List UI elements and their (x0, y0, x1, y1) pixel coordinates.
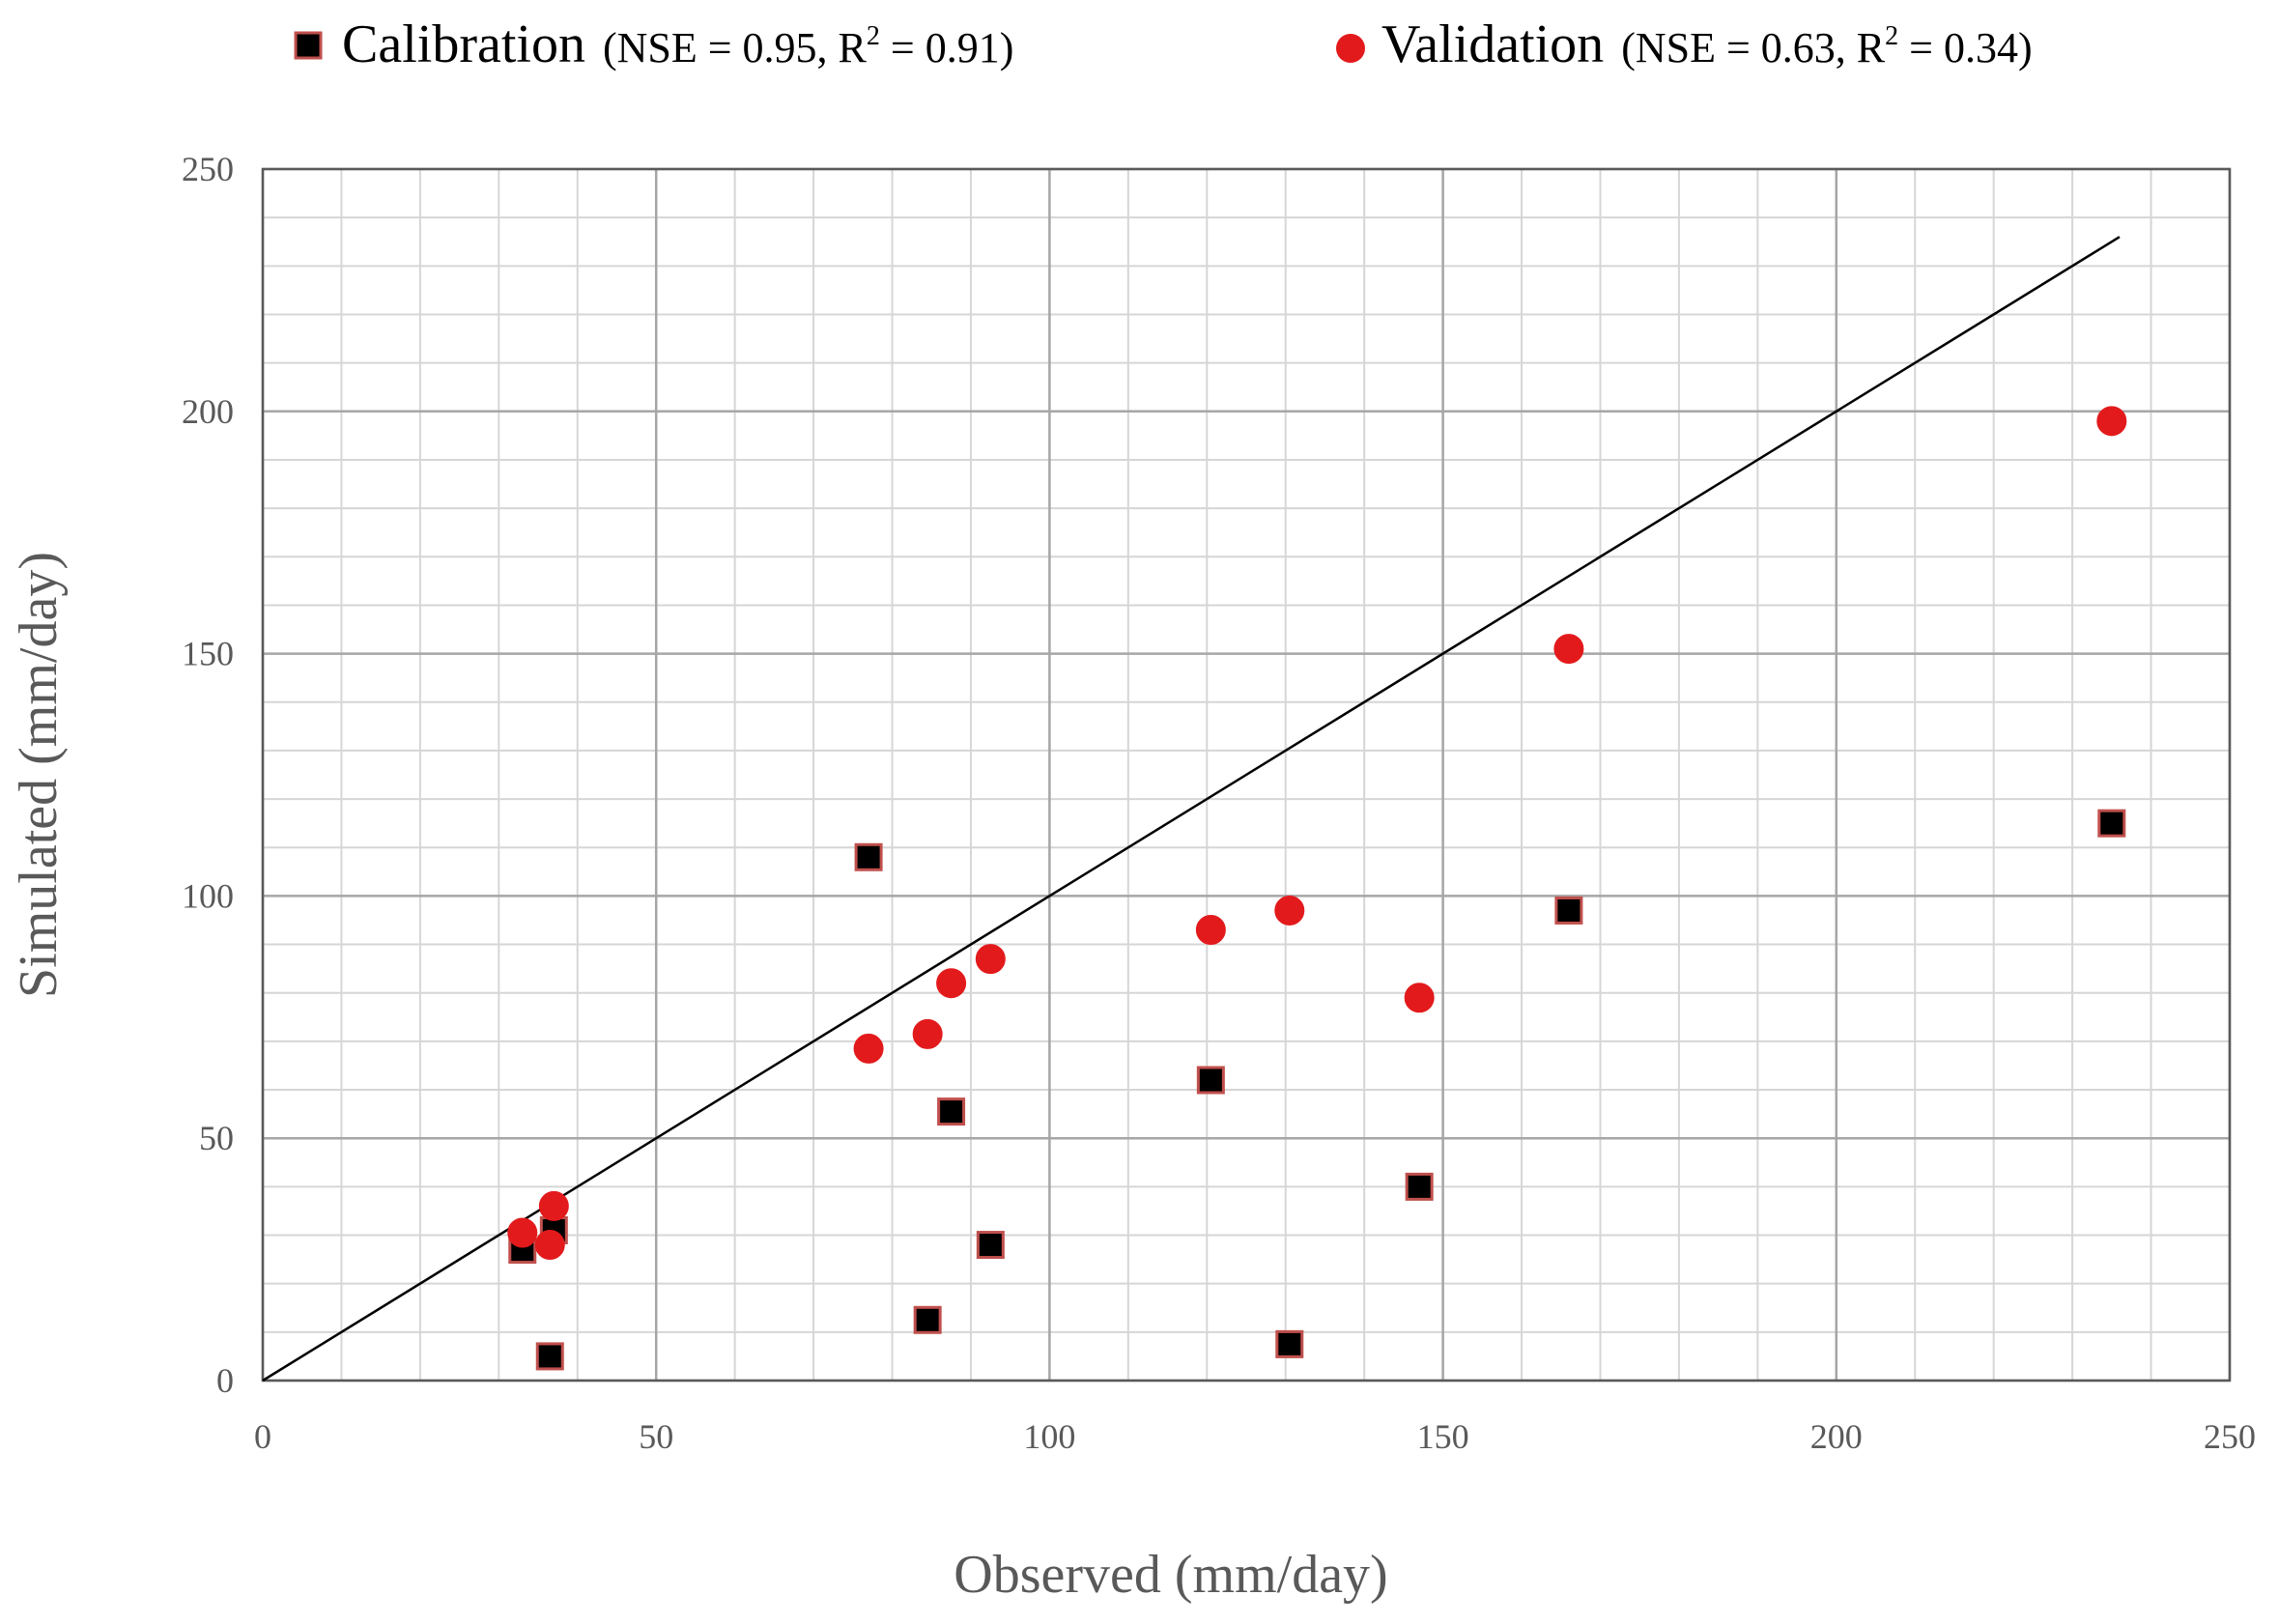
validation-legend-stats-suffix: = 0.34) (1898, 24, 2032, 71)
validation-point[interactable] (853, 1033, 884, 1064)
legend: Calibration (NSE = 0.95, R2 = 0.91) Vali… (294, 14, 2033, 74)
x-tick-label: 150 (1417, 1417, 1469, 1456)
legend-item-validation[interactable]: Validation (NSE = 0.63, R2 = 0.34) (1336, 14, 2033, 74)
calibration-legend-marker (294, 31, 323, 60)
x-axis-tick-labels: 0 50 100 150 200 250 (254, 1417, 2256, 1456)
validation-legend-stats-prefix: (NSE = 0.63, R (1621, 24, 1886, 71)
validation-point[interactable] (936, 968, 967, 999)
y-tick-label: 200 (182, 392, 234, 431)
x-tick-label: 200 (1810, 1417, 1863, 1456)
x-tick-label: 50 (639, 1417, 673, 1456)
y-tick-label: 150 (182, 635, 234, 673)
validation-point[interactable] (534, 1230, 565, 1261)
y-tick-label: 100 (182, 876, 234, 915)
calibration-legend-stats-sup: 2 (867, 21, 880, 51)
validation-point[interactable] (507, 1217, 538, 1248)
one-to-one-line (262, 236, 2121, 1382)
validation-legend-marker (1336, 34, 1365, 63)
validation-series (507, 406, 2127, 1261)
validation-point[interactable] (1274, 895, 1305, 926)
validation-point[interactable] (2096, 406, 2127, 437)
validation-point[interactable] (1553, 634, 1584, 665)
legend-item-calibration[interactable]: Calibration (NSE = 0.95, R2 = 0.91) (294, 14, 1013, 74)
calibration-legend-label: Calibration (342, 14, 585, 74)
x-axis-title: Observed (mm/day) (954, 1545, 1387, 1605)
plot-border (261, 167, 2232, 1382)
calibration-legend-text: Calibration (NSE = 0.95, R2 = 0.91) (342, 14, 1013, 74)
x-tick-label: 100 (1023, 1417, 1075, 1456)
validation-legend-text: Validation (NSE = 0.63, R2 = 0.34) (1381, 14, 2033, 74)
calibration-point[interactable] (1554, 896, 1583, 925)
validation-point[interactable] (912, 1018, 943, 1049)
calibration-point[interactable] (1196, 1066, 1225, 1095)
calibration-legend-stats-prefix: (NSE = 0.95, R (603, 24, 868, 71)
calibration-legend-stats-suffix: = 0.91) (880, 24, 1013, 71)
x-tick-label: 0 (254, 1417, 271, 1456)
calibration-point[interactable] (535, 1342, 564, 1371)
validation-point[interactable] (1195, 915, 1226, 946)
y-axis-title: Simulated (mm/day) (9, 552, 69, 998)
x-tick-label: 250 (2204, 1417, 2256, 1456)
y-tick-label: 250 (182, 150, 234, 188)
validation-legend-label: Validation (1381, 14, 1604, 74)
y-axis-tick-labels: 0 50 100 150 200 250 (182, 150, 234, 1400)
validation-point[interactable] (975, 944, 1006, 975)
validation-point[interactable] (538, 1190, 569, 1221)
validation-point[interactable] (1404, 983, 1435, 1013)
validation-legend-stats-sup: 2 (1885, 21, 1898, 51)
y-tick-label: 50 (199, 1119, 234, 1157)
calibration-point[interactable] (854, 842, 883, 871)
calibration-point[interactable] (1405, 1172, 1434, 1201)
calibration-point[interactable] (976, 1231, 1005, 1260)
calibration-point[interactable] (2097, 809, 2126, 838)
y-tick-label: 0 (216, 1361, 234, 1400)
calibration-point[interactable] (913, 1305, 942, 1334)
calibration-point[interactable] (937, 1097, 966, 1126)
calibration-point[interactable] (1275, 1329, 1304, 1358)
